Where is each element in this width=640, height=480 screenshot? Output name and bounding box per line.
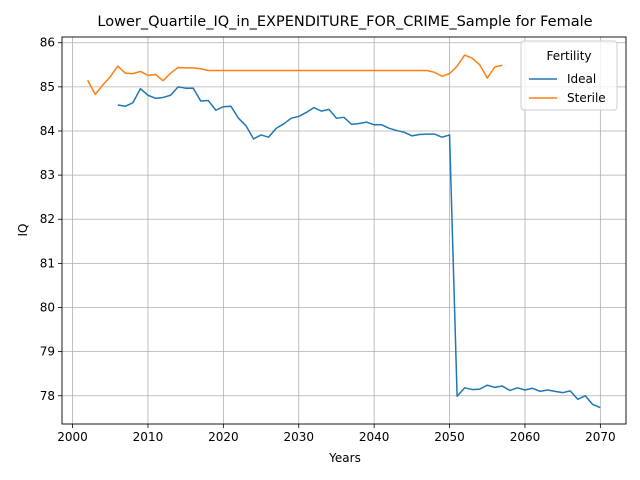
y-tick-label: 85 [40,80,55,94]
plot-area-frame [61,36,627,425]
y-tick-label: 83 [40,168,55,182]
series-line-ideal [117,86,601,409]
y-tick-label: 79 [40,345,55,359]
legend-box [520,40,618,111]
x-tick-label: 2030 [283,430,314,444]
x-tick-label: 2010 [133,430,164,444]
legend-title: Fertility [546,49,591,63]
x-axis-ticks: 2000 2010 2020 2030 2040 2050 2060 2070 [57,424,616,444]
x-tick-label: 2020 [208,430,239,444]
y-tick-label: 82 [40,212,55,226]
x-axis-label: Years [328,451,361,465]
grid-lines [62,37,626,424]
x-tick-label: 2070 [585,430,616,444]
chart-title: Lower_Quartile_IQ_in_EXPENDITURE_FOR_CRI… [97,14,592,30]
x-tick-label: 2050 [434,430,465,444]
x-tick-label: 2040 [359,430,390,444]
y-axis-label: IQ [16,224,30,237]
y-tick-label: 86 [40,36,55,50]
legend: Fertility Ideal Sterile [520,40,618,111]
legend-label-ideal: Ideal [567,72,596,86]
y-tick-label: 78 [40,389,55,403]
y-tick-label: 84 [40,124,55,138]
y-tick-label: 80 [40,301,55,315]
legend-label-sterile: Sterile [567,91,606,105]
x-tick-label: 2060 [510,430,541,444]
series-lines [86,54,601,409]
y-axis-ticks: 78 79 80 81 82 83 84 85 86 [40,36,62,403]
x-tick-label: 2000 [57,430,88,444]
y-tick-label: 81 [40,256,55,270]
series-line-sterile [86,54,503,96]
